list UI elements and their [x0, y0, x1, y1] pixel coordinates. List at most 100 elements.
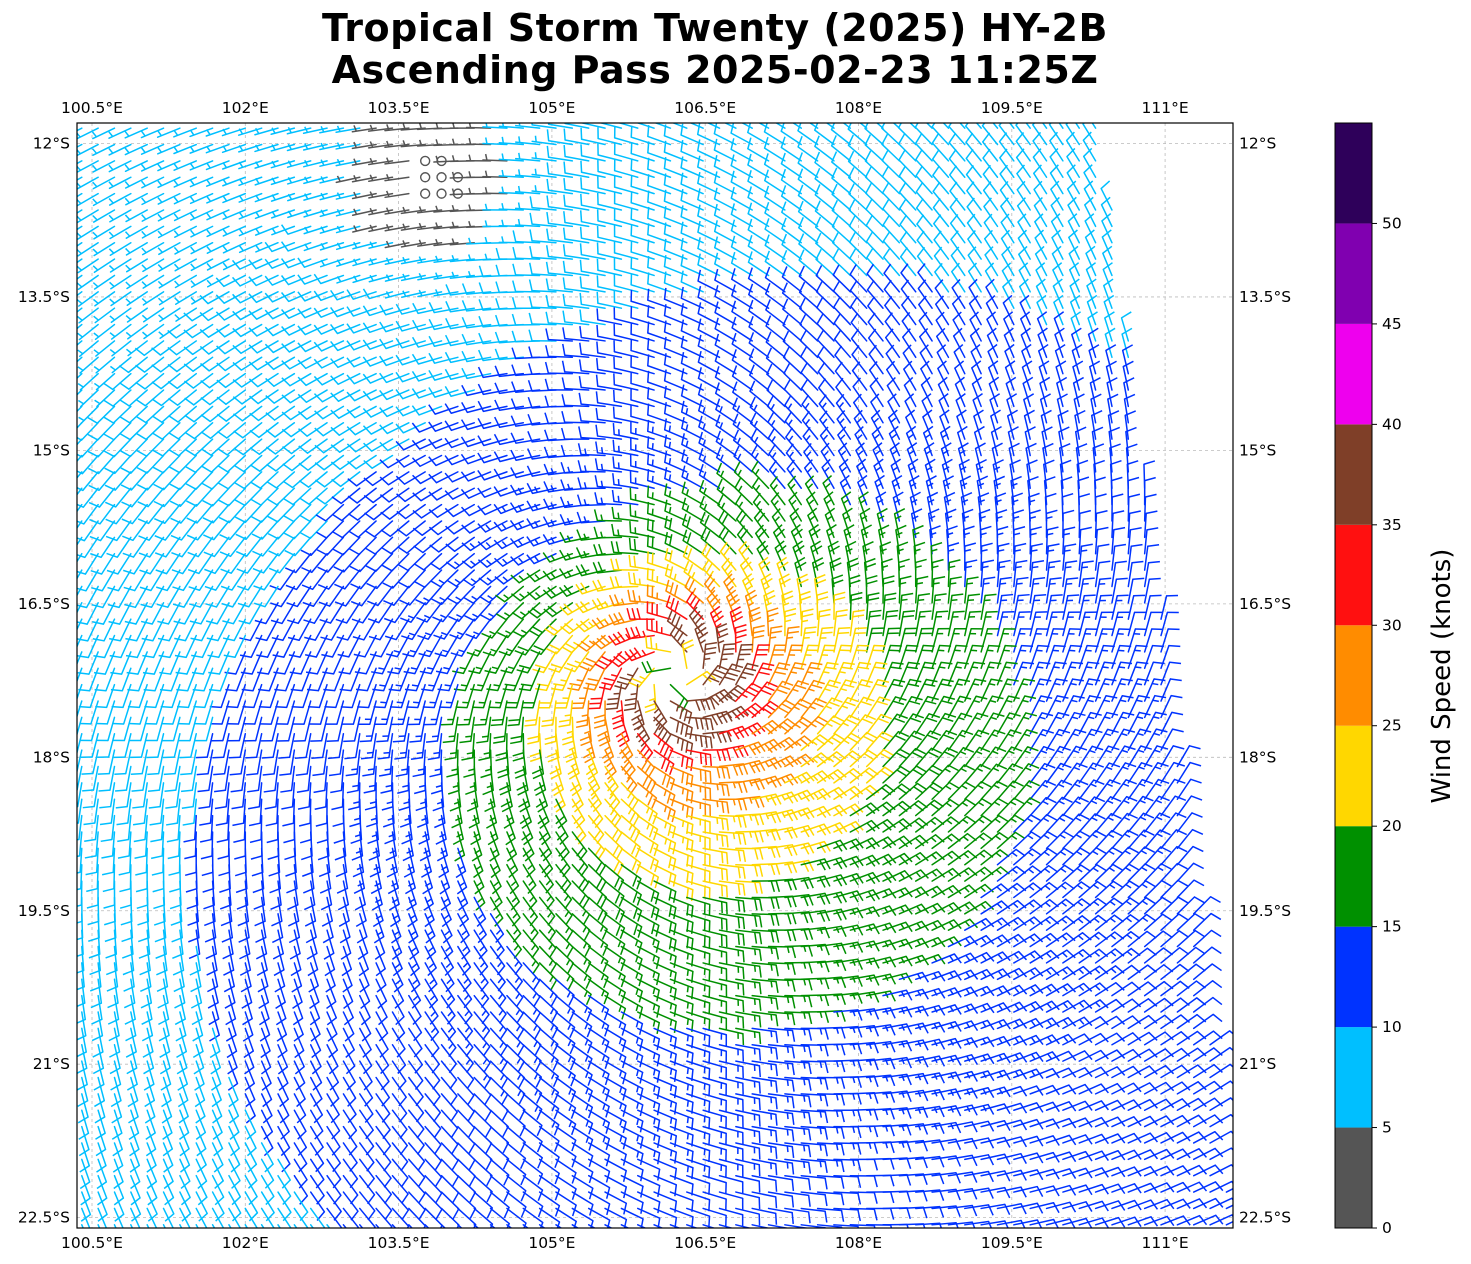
wind-barb	[1013, 933, 1044, 948]
wind-barb	[325, 700, 345, 725]
wind-barb	[92, 258, 116, 274]
wind-barb	[254, 143, 279, 153]
wind-barb	[164, 765, 181, 793]
wind-barb	[197, 765, 214, 793]
wind-barb	[865, 627, 884, 653]
wind-barb	[270, 209, 296, 219]
wind-barb	[140, 143, 165, 155]
wind-barb	[775, 123, 786, 129]
wind-barb	[228, 1207, 242, 1228]
wind-barb	[686, 929, 711, 949]
wind-barb	[1078, 577, 1095, 604]
wind-barb	[231, 258, 263, 270]
wind-barb	[428, 503, 459, 518]
wind-barb	[262, 749, 279, 776]
wind-barb	[293, 1093, 307, 1124]
wind-barb	[635, 123, 655, 129]
wind-barb	[1062, 644, 1083, 670]
colorbar-tick-label: 15	[1382, 918, 1402, 936]
wind-barb	[127, 683, 148, 709]
wind-barb	[1078, 560, 1094, 588]
wind-barb	[784, 625, 800, 653]
wind-barb	[1029, 611, 1048, 637]
wind-barb	[1017, 213, 1031, 244]
wind-barb	[286, 126, 312, 135]
wind-barb	[702, 880, 728, 898]
wind-barb	[984, 246, 999, 277]
colorbar-bin	[1335, 926, 1372, 1028]
wind-barb	[258, 683, 279, 709]
wind-barb	[747, 153, 770, 179]
lat-tick-left: 13.5°S	[18, 288, 70, 306]
wind-barb	[406, 683, 426, 709]
wind-barb	[1209, 1063, 1233, 1079]
wind-barb	[195, 1191, 208, 1222]
wind-barb	[686, 1109, 711, 1130]
wind-barb	[434, 634, 459, 657]
wind-barb	[1176, 997, 1207, 1013]
wind-barb	[244, 716, 263, 742]
wind-barb	[531, 135, 557, 146]
chart-title: Tropical Storm Twenty (2025) HY-2B	[0, 6, 1430, 50]
wind-barb	[222, 258, 247, 271]
wind-barb	[254, 602, 279, 625]
wind-barb	[270, 160, 296, 169]
wind-barb	[77, 552, 99, 575]
wind-barb	[797, 135, 819, 162]
wind-barb	[647, 321, 672, 342]
wind-barb	[751, 1044, 779, 1060]
wind-barb	[77, 323, 99, 341]
wind-barb	[983, 229, 999, 260]
wind-barb	[797, 168, 819, 195]
wind-barb	[627, 572, 655, 588]
wind-barb	[645, 636, 672, 653]
wind-barb	[718, 1142, 744, 1161]
wind-barb	[77, 422, 83, 429]
wind-barb	[326, 1191, 342, 1221]
wind-barb	[392, 716, 410, 743]
wind-barb	[1100, 196, 1113, 228]
wind-barb	[1176, 1047, 1207, 1062]
wind-barb	[276, 700, 296, 725]
wind-barb	[440, 1224, 447, 1228]
wind-barb	[1126, 460, 1139, 490]
wind-barb	[587, 1125, 611, 1151]
wind-barb	[882, 1223, 909, 1228]
wind-barb	[620, 962, 643, 987]
wind-barb	[764, 201, 786, 228]
wind-barb	[952, 311, 966, 342]
wind-barb	[814, 167, 835, 195]
wind-barb	[1029, 949, 1060, 964]
wind-barb	[902, 344, 917, 375]
wind-barb	[248, 356, 279, 371]
wind-barb	[99, 798, 116, 826]
wind-barb	[457, 945, 472, 976]
wind-barb	[459, 716, 475, 744]
wind-barb	[342, 1142, 358, 1172]
wind-barb	[718, 1011, 745, 1029]
wind-barb	[964, 883, 994, 899]
wind-barb	[563, 194, 590, 211]
wind-barb	[935, 311, 950, 342]
wind-barb	[881, 182, 901, 211]
wind-barb	[931, 610, 949, 637]
wind-barb	[77, 143, 99, 157]
wind-barb	[484, 651, 508, 674]
wind-barb	[758, 123, 770, 129]
colorbar-tick-label: 50	[1382, 214, 1402, 232]
wind-barb	[108, 225, 132, 240]
wind-barb	[140, 160, 165, 172]
wind-barb	[797, 152, 819, 179]
wind-barb	[578, 392, 606, 408]
wind-barb	[108, 176, 132, 190]
wind-barb	[193, 683, 214, 709]
wind-barb	[1016, 197, 1031, 228]
wind-barb	[190, 258, 214, 272]
wind-barb	[980, 610, 998, 637]
wind-barb	[132, 782, 148, 809]
wind-barb	[1094, 628, 1114, 653]
wind-barb	[686, 896, 711, 916]
wind-barb	[146, 733, 165, 759]
wind-barb	[948, 132, 966, 162]
wind-barb	[1127, 998, 1158, 1013]
